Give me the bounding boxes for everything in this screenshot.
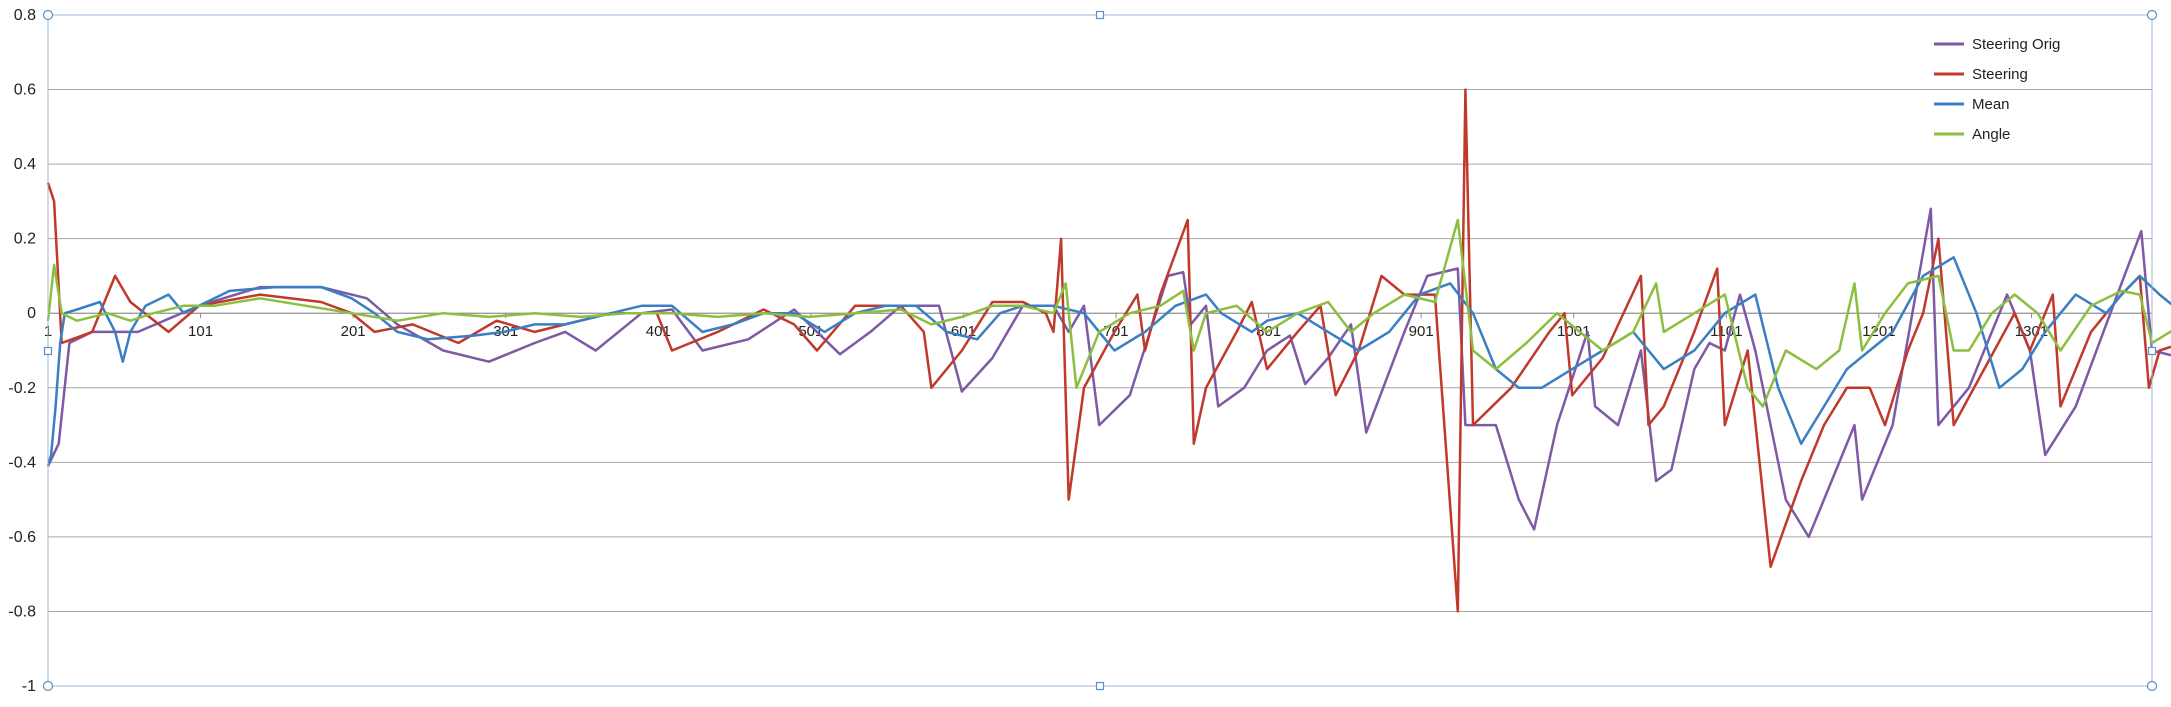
resize-handle-corner[interactable] — [42, 680, 54, 692]
legend-label: Steering — [1972, 66, 2028, 83]
resize-handle-edge[interactable] — [2147, 346, 2157, 356]
x-tick-label: 1201 — [1862, 323, 1895, 340]
resize-handle-edge[interactable] — [1095, 681, 1105, 691]
resize-handle-edge[interactable] — [1095, 10, 1105, 20]
resize-handle-corner[interactable] — [2146, 680, 2158, 692]
y-tick-label: 0.2 — [14, 231, 36, 248]
resize-handle-edge[interactable] — [43, 346, 53, 356]
x-tick-label: 201 — [341, 323, 366, 340]
gridlines — [48, 14, 2152, 687]
series-lines — [46, 88, 2171, 613]
y-tick-label: 0.8 — [14, 7, 36, 24]
chart-selection-frame[interactable] — [47, 14, 2153, 687]
legend: Steering Orig Steering Mean Angle — [1934, 36, 2060, 143]
y-tick-label: -0.4 — [8, 454, 36, 471]
y-tick-label: -0.8 — [8, 603, 36, 620]
series-line-steering-orig — [46, 207, 2171, 539]
resize-handle-corner[interactable] — [42, 9, 54, 21]
x-tick-label: 901 — [1409, 323, 1434, 340]
resize-handle-corner[interactable] — [2146, 9, 2158, 21]
legend-label: Angle — [1972, 126, 2010, 143]
x-tick-label: 401 — [646, 323, 671, 340]
legend-label: Steering Orig — [1972, 36, 2060, 53]
y-tick-label: -0.6 — [8, 529, 36, 546]
series-line-angle — [46, 218, 2171, 408]
y-tick-label: 0.6 — [14, 82, 36, 99]
series-line-steering — [46, 88, 2171, 613]
series-line-mean — [46, 256, 2171, 467]
x-tick-label: 101 — [188, 323, 213, 340]
axes: 0.80.60.40.20-0.2-0.4-0.6-0.8-11 101 201 30… — [8, 7, 2152, 695]
y-tick-label: 0.4 — [14, 156, 36, 173]
y-tick-label: 0 — [27, 305, 36, 322]
y-tick-label: -0.2 — [8, 380, 36, 397]
y-tick-label: -1 — [22, 678, 36, 695]
selection-handles[interactable] — [42, 9, 2158, 692]
legend-label: Mean — [1972, 96, 2010, 113]
